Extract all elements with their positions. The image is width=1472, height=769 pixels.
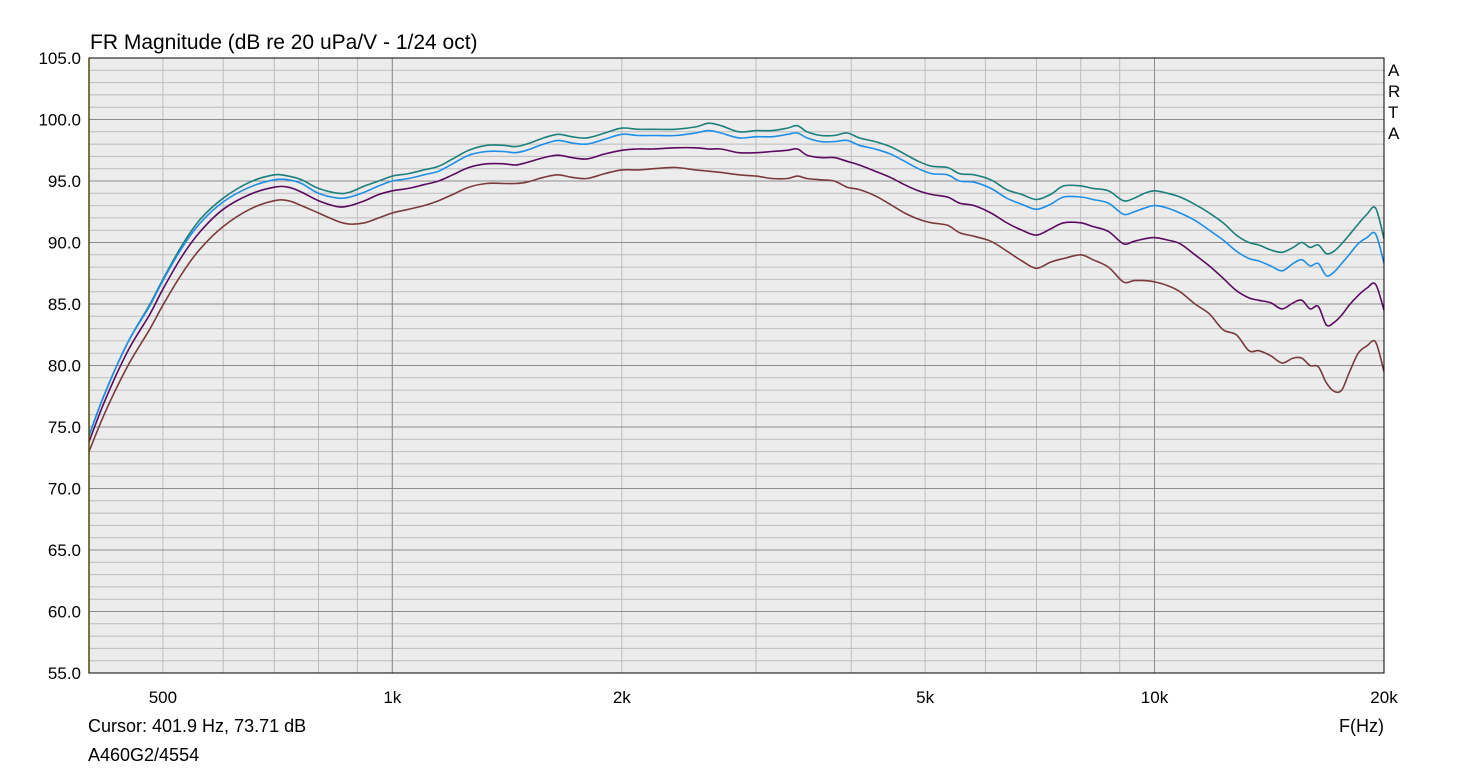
side-label-letter: A bbox=[1388, 124, 1400, 143]
y-tick-label: 105.0 bbox=[38, 49, 81, 68]
side-label: A R T A bbox=[1388, 61, 1400, 143]
x-tick-label: 5k bbox=[916, 688, 934, 707]
side-label-letter: T bbox=[1388, 103, 1398, 122]
x-tick-label: 2k bbox=[613, 688, 631, 707]
series-line bbox=[88, 129, 1385, 436]
y-tick-label: 55.0 bbox=[48, 664, 81, 683]
cursor-readout: Cursor: 401.9 Hz, 73.71 dB bbox=[88, 716, 306, 736]
x-tick-label: 500 bbox=[149, 688, 177, 707]
x-tick-label: 1k bbox=[383, 688, 401, 707]
side-label-letter: R bbox=[1388, 82, 1400, 101]
x-tick-label: 20k bbox=[1370, 688, 1398, 707]
y-tick-label: 90.0 bbox=[48, 234, 81, 253]
y-tick-label: 70.0 bbox=[48, 480, 81, 499]
series-layer bbox=[88, 122, 1385, 452]
y-tick-label: 80.0 bbox=[48, 357, 81, 376]
y-tick-label: 75.0 bbox=[48, 418, 81, 437]
x-tick-label: 10k bbox=[1141, 688, 1169, 707]
y-tick-label: 85.0 bbox=[48, 295, 81, 314]
series-line bbox=[88, 166, 1385, 452]
x-axis-tick-labels: 500 1k 2k 5k 10k 20k bbox=[149, 688, 1398, 707]
y-tick-label: 95.0 bbox=[48, 172, 81, 191]
series-line bbox=[88, 146, 1385, 443]
side-label-letter: A bbox=[1388, 61, 1400, 80]
measurement-name: A460G2/4554 bbox=[88, 745, 199, 765]
chart-title: FR Magnitude (dB re 20 uPa/V - 1/24 oct) bbox=[90, 31, 478, 54]
y-tick-label: 60.0 bbox=[48, 603, 81, 622]
y-tick-label: 100.0 bbox=[38, 111, 81, 130]
y-axis-tick-labels: 55.0 60.0 65.0 70.0 75.0 80.0 85.0 90.0 95.0 100.… bbox=[38, 49, 81, 683]
series-line bbox=[88, 122, 1385, 436]
plot-frame bbox=[88, 57, 1385, 674]
y-tick-label: 65.0 bbox=[48, 541, 81, 560]
x-axis-label: F(Hz) bbox=[1339, 716, 1384, 736]
